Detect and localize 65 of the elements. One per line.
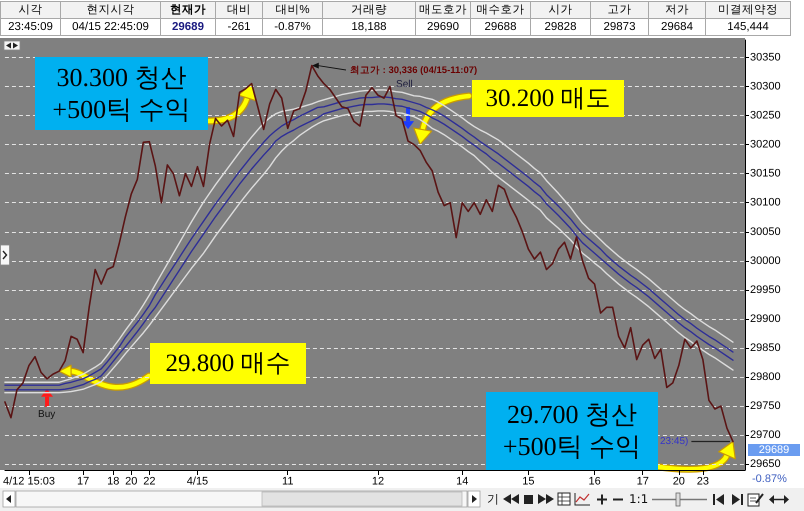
annotation: 최고가 : 30,336 (04/15-11:07): [350, 64, 478, 77]
text: 매도호가: [419, 4, 467, 16]
text: -0.87%: [274, 21, 311, 33]
text: 29688: [484, 21, 516, 33]
x-tick-label: 23: [696, 476, 710, 488]
text: 대비%: [275, 4, 310, 16]
text: 29689: [748, 444, 800, 456]
text: 29873: [604, 21, 636, 33]
text: 29690: [427, 21, 459, 33]
x-tick-label: 11: [282, 476, 294, 488]
text: 기: [487, 491, 499, 508]
y-tick-label: 29850: [750, 342, 781, 354]
y-tick-label: 30000: [750, 254, 781, 267]
y-tick-label: 30350: [750, 51, 781, 64]
text: -0.87%: [752, 473, 787, 485]
text: 시가: [548, 4, 572, 16]
x-tick-label: 17: [77, 476, 90, 488]
text: 거래량: [351, 4, 387, 16]
y-tick-label: 29650: [750, 458, 781, 470]
text: 29689: [172, 21, 204, 33]
text: 현지시각: [86, 4, 134, 16]
x-tick-label: 16: [588, 476, 601, 488]
y-tick-label: 30300: [750, 80, 781, 92]
x-tick-label: 17: [636, 476, 649, 488]
annotation: 29.800 매수: [150, 343, 306, 384]
annotation: 30.300 청산 +500틱 수익: [35, 57, 208, 130]
text: 18,188: [351, 21, 387, 33]
text: 시각: [18, 4, 42, 16]
y-tick-label: 29900: [750, 312, 781, 325]
annotation: Buy: [38, 408, 56, 420]
y-tick-label: 30150: [750, 168, 781, 180]
y-tick-label: 29800: [750, 371, 781, 384]
annotation: 29.700 청산 +500틱 수익: [486, 392, 658, 470]
text: 29684: [661, 21, 693, 33]
y-tick-label: 29950: [750, 284, 781, 296]
text: 매수호가: [476, 4, 524, 16]
y-tick-label: 30200: [750, 138, 781, 151]
annotation: Sell: [396, 79, 413, 90]
annotation: 30.200 매도: [472, 80, 624, 117]
x-tick-label: 20: [125, 476, 138, 488]
text: 고가: [608, 4, 632, 16]
y-tick-label: 30050: [750, 226, 781, 238]
text: 대비: [227, 4, 251, 16]
x-tick-label: 18: [107, 476, 120, 488]
y-tick-label: 30100: [750, 196, 781, 209]
y-tick-label: 30250: [750, 110, 781, 122]
x-tick-label: 4/12 15:03: [2, 476, 55, 488]
text: -261: [227, 21, 251, 33]
x-tick-label: 14: [456, 476, 468, 488]
annotation: 23:45): [660, 436, 688, 447]
y-tick-label: 29700: [750, 429, 781, 442]
x-tick-label: 20: [672, 476, 685, 488]
x-tick-label: 15: [522, 476, 535, 488]
text: 04/15 22:45:09: [72, 21, 149, 33]
text: 29828: [544, 21, 576, 33]
text: 145,444: [727, 21, 769, 33]
text: 미결제약정: [718, 4, 778, 16]
text: 1:1: [629, 492, 648, 506]
x-tick-label: 4/15: [186, 476, 208, 488]
y-tick-label: 29750: [750, 400, 781, 412]
text: 현재가: [170, 4, 206, 16]
x-tick-label: 22: [143, 476, 156, 488]
text: 저가: [665, 4, 689, 16]
x-tick-label: 12: [372, 476, 384, 488]
text: 23:45:09: [8, 21, 53, 33]
